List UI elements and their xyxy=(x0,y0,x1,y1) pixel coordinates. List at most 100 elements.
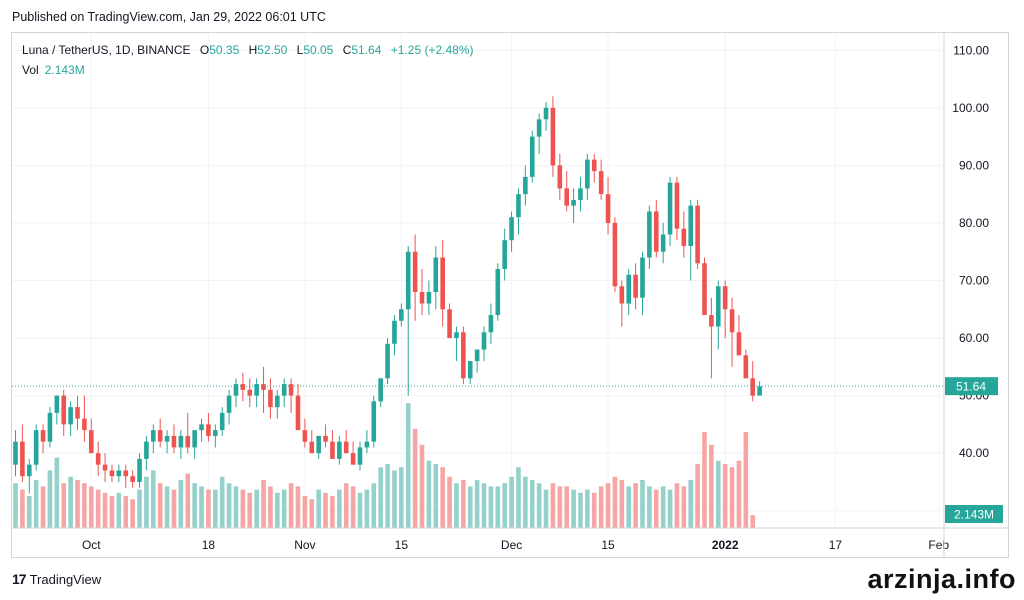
candle-body xyxy=(288,384,294,396)
volume-bar xyxy=(447,476,452,528)
candle-body xyxy=(729,309,735,333)
volume-bar xyxy=(364,489,370,528)
candle-body xyxy=(199,424,204,431)
volume-bar xyxy=(571,489,576,528)
volume-bar xyxy=(585,489,590,528)
volume-bar xyxy=(144,476,149,528)
low-label: L xyxy=(296,43,304,57)
candle-body xyxy=(399,309,404,321)
y-tick-label: 60.00 xyxy=(959,331,989,345)
x-tick-label: 17 xyxy=(829,538,843,552)
tradingview-icon: 17 xyxy=(12,571,27,587)
candle-body xyxy=(219,412,225,431)
x-tick-label: 18 xyxy=(202,538,216,552)
high-label: H xyxy=(248,43,258,57)
volume-bar xyxy=(660,486,666,528)
volume-bar xyxy=(750,515,756,528)
candle-body xyxy=(529,136,535,177)
volume-bar xyxy=(702,432,707,528)
volume-bar xyxy=(357,492,363,528)
volume-bar xyxy=(433,464,439,528)
candle-body xyxy=(461,332,466,379)
candle-body xyxy=(157,430,163,442)
volume-bar xyxy=(309,499,315,528)
legend-ohlc-row: Luna / TetherUS, 1D, BINANCE O50.35 H52.… xyxy=(22,42,473,62)
open-value: 50.35 xyxy=(209,43,240,57)
candle-body xyxy=(33,430,39,465)
x-tick-label: Dec xyxy=(501,538,522,552)
candle-body xyxy=(660,234,666,252)
volume-bar xyxy=(337,489,342,528)
high-value: 52.50 xyxy=(257,43,288,57)
published-caption: Published on TradingView.com, Jan 29, 20… xyxy=(12,10,326,24)
volume-bar xyxy=(116,492,122,528)
volume-bar xyxy=(612,476,618,528)
x-tick-label: 15 xyxy=(601,538,615,552)
grid-lines xyxy=(12,33,944,528)
volume-bar xyxy=(461,480,466,528)
candle-body xyxy=(130,476,135,482)
volume-bar xyxy=(254,489,259,528)
volume-bar xyxy=(543,489,549,528)
volume-bar xyxy=(378,467,383,528)
volume-bar xyxy=(302,496,308,528)
candle-body xyxy=(667,182,673,235)
volume-bar xyxy=(529,480,535,528)
candle-body xyxy=(743,355,749,379)
candle-body xyxy=(481,332,487,350)
candle-body xyxy=(240,384,246,390)
close-value: 51.64 xyxy=(351,43,382,57)
volume-bar xyxy=(233,486,239,528)
x-tick-label: 2022 xyxy=(712,538,739,552)
volume-bar xyxy=(323,492,328,528)
candle-body xyxy=(137,458,142,482)
candle-body xyxy=(715,286,721,327)
candle-body xyxy=(192,430,197,448)
y-tick-label: 90.00 xyxy=(959,158,989,172)
y-tick-label: 70.00 xyxy=(959,274,989,288)
last-volume-label: 2.143M xyxy=(954,508,994,522)
candle-body xyxy=(26,464,32,477)
volume-bar xyxy=(206,489,211,528)
candle-body xyxy=(82,418,87,431)
candle-body xyxy=(323,435,328,442)
volume-bar xyxy=(633,483,638,528)
candle-body xyxy=(709,315,714,327)
volume-bar xyxy=(240,489,246,528)
volume-bar xyxy=(13,483,18,528)
volume-bar xyxy=(598,486,604,528)
volume-bar xyxy=(288,483,294,528)
symbol-label: Luna / TetherUS, 1D, BINANCE xyxy=(22,43,191,57)
candle-body xyxy=(633,274,638,298)
volume-bar xyxy=(440,467,445,528)
candle-body xyxy=(54,395,60,413)
candle-body xyxy=(564,188,569,206)
candle-body xyxy=(378,378,383,402)
candle-body xyxy=(116,470,122,477)
volume-bar xyxy=(681,486,687,528)
candle-body xyxy=(509,217,514,241)
tradingview-logo[interactable]: 17 TradingView xyxy=(12,571,101,587)
x-tick-label: 15 xyxy=(395,538,409,552)
candle-body xyxy=(688,205,694,246)
chart-frame xyxy=(11,32,1009,558)
candle-body xyxy=(598,171,604,195)
candle-body xyxy=(433,257,439,293)
volume-bar xyxy=(75,480,80,528)
volume-label: Vol xyxy=(22,63,39,77)
volume-bar xyxy=(95,489,101,528)
candle-body xyxy=(495,268,501,316)
volume-bar xyxy=(467,486,473,528)
candle-body xyxy=(350,453,356,465)
volume-bar xyxy=(247,492,253,528)
candle-body xyxy=(261,384,266,390)
candle-body xyxy=(385,343,390,379)
volume-bar xyxy=(137,489,142,528)
volume-bar xyxy=(736,460,742,528)
candle-body xyxy=(254,384,259,396)
candle-body xyxy=(123,470,129,477)
volume-bar xyxy=(130,499,135,528)
candle-body xyxy=(343,441,349,454)
candle-body xyxy=(357,447,363,465)
